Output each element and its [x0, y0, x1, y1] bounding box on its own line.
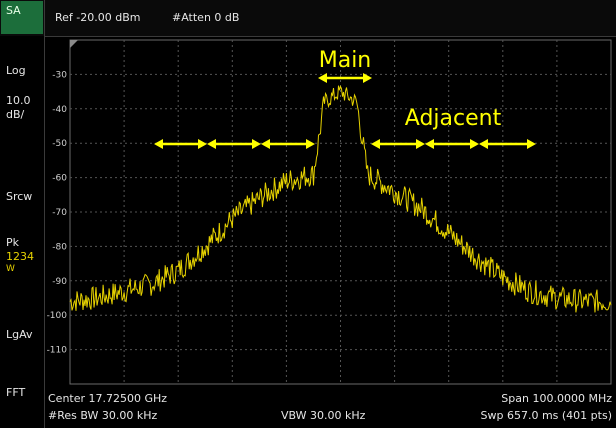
y-tick-label: -100: [47, 311, 68, 321]
center-frequency[interactable]: Center 17.72500 GHz: [48, 392, 168, 405]
detector-type[interactable]: Pk: [6, 236, 20, 249]
left-panel-divider: [44, 0, 45, 428]
analysis-type[interactable]: FFT: [6, 386, 26, 399]
bottom-status-bar: Center 17.72500 GHz #Res BW 30.00 kHz VB…: [45, 390, 616, 428]
main-channel-arrow-head-left: [318, 73, 327, 83]
header-divider: [44, 36, 616, 37]
span-setting[interactable]: Span 100.0000 MHz: [501, 392, 612, 405]
spectrum-display[interactable]: -30 -40 -50 -60 -70 -80 -90 -100 -110 Main Adjacen…: [45, 37, 616, 387]
adjacent-channel-arrow-head-right: [470, 139, 479, 149]
y-tick-label: -70: [52, 208, 67, 218]
adjacent-channel-arrow-head-right: [416, 139, 425, 149]
spectrum-chart[interactable]: -30 -40 -50 -60 -70 -80 -90 -100 -110 Main Adjacen…: [45, 37, 616, 387]
adjacent-channel-arrow-head-left: [425, 139, 434, 149]
active-traces[interactable]: 1234: [6, 250, 34, 263]
reference-marker-icon: [70, 40, 78, 48]
adjacent-channel-arrow-head-left: [371, 139, 380, 149]
adjacent-channel-arrow-head-left: [261, 139, 270, 149]
adjacent-channel-label: Adjacent: [405, 106, 502, 131]
y-tick-label: -110: [47, 346, 68, 356]
mode-badge[interactable]: SA: [1, 1, 43, 34]
adjacent-channel-arrow-head-right: [306, 139, 315, 149]
y-tick-label: -60: [52, 174, 67, 184]
adjacent-channel-arrow-head-left: [207, 139, 216, 149]
average-type[interactable]: LgAv: [6, 328, 33, 341]
scale-per-div-unit: dB/: [6, 108, 25, 121]
y-tick-label: -80: [52, 242, 67, 252]
resolution-bandwidth[interactable]: #Res BW 30.00 kHz: [48, 409, 158, 422]
adjacent-channel-arrow-head-left: [154, 139, 163, 149]
adjacent-channel-arrow-head-left: [479, 139, 488, 149]
y-tick-label: -30: [52, 70, 67, 80]
scale-per-div-value[interactable]: 10.0: [6, 94, 31, 107]
main-channel-label: Main: [319, 48, 372, 73]
sweep-mode[interactable]: Srcw: [6, 190, 33, 203]
y-tick-label: -90: [52, 277, 67, 287]
reference-level[interactable]: Ref -20.00 dBm: [55, 11, 141, 24]
left-status-panel: Log 10.0 dB/ Srcw Pk 1234 W LgAv FFT: [0, 36, 44, 428]
attenuation-setting[interactable]: #Atten 0 dB: [172, 11, 240, 24]
y-tick-label: -40: [52, 105, 67, 115]
video-bandwidth[interactable]: VBW 30.00 kHz: [281, 409, 366, 422]
adjacent-channel-arrow-head-right: [252, 139, 261, 149]
adjacent-channel-arrow-head-right: [198, 139, 207, 149]
scale-type[interactable]: Log: [6, 64, 26, 77]
trace-mode: W: [6, 264, 15, 274]
main-channel-arrow-head-right: [363, 73, 372, 83]
sweep-time[interactable]: Swp 657.0 ms (401 pts): [480, 409, 613, 422]
top-status-bar: SA Ref -20.00 dBm #Atten 0 dB: [0, 0, 616, 36]
y-tick-label: -50: [52, 139, 67, 149]
adjacent-channel-arrow-head-right: [527, 139, 536, 149]
spectrum-trace: [69, 85, 612, 313]
